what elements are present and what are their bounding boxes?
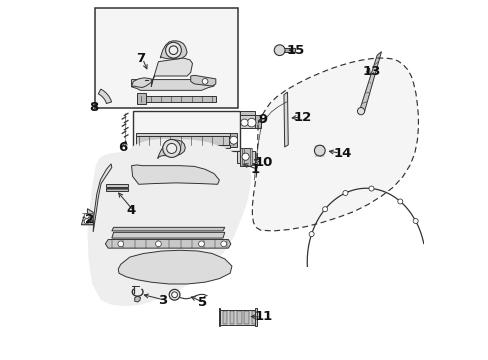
Polygon shape (105, 239, 230, 248)
Polygon shape (254, 309, 256, 326)
Polygon shape (190, 75, 215, 86)
Polygon shape (87, 139, 251, 306)
Circle shape (308, 231, 313, 237)
Circle shape (84, 213, 89, 219)
Text: 7: 7 (136, 52, 145, 65)
Polygon shape (112, 232, 224, 238)
Polygon shape (240, 116, 255, 129)
Polygon shape (284, 48, 294, 52)
Circle shape (166, 143, 176, 153)
Polygon shape (237, 311, 241, 324)
Polygon shape (98, 89, 111, 104)
Text: 12: 12 (293, 111, 312, 124)
Circle shape (247, 118, 255, 127)
Circle shape (171, 292, 177, 298)
Polygon shape (158, 140, 185, 158)
Circle shape (198, 241, 204, 247)
Circle shape (397, 199, 402, 204)
Circle shape (412, 219, 417, 224)
Polygon shape (252, 58, 418, 231)
Polygon shape (136, 133, 230, 135)
Circle shape (165, 42, 181, 58)
Polygon shape (112, 227, 224, 231)
Polygon shape (151, 58, 192, 87)
Polygon shape (136, 145, 230, 148)
Polygon shape (131, 80, 214, 90)
Circle shape (242, 153, 249, 160)
Polygon shape (137, 96, 215, 102)
Polygon shape (135, 296, 140, 302)
Circle shape (322, 207, 327, 212)
Polygon shape (93, 164, 112, 232)
Circle shape (155, 241, 161, 247)
Circle shape (229, 136, 237, 144)
Polygon shape (106, 188, 128, 192)
Polygon shape (137, 93, 145, 104)
Text: 10: 10 (254, 156, 272, 169)
Circle shape (202, 78, 207, 84)
Text: 1: 1 (250, 163, 260, 176)
Circle shape (169, 289, 180, 300)
Polygon shape (223, 311, 227, 324)
Circle shape (274, 45, 285, 55)
Circle shape (163, 139, 180, 157)
Polygon shape (81, 209, 93, 225)
Polygon shape (230, 311, 234, 324)
Polygon shape (229, 134, 237, 147)
Polygon shape (118, 250, 231, 284)
Polygon shape (218, 309, 220, 326)
Circle shape (314, 145, 325, 156)
Polygon shape (160, 41, 187, 59)
Circle shape (342, 190, 347, 195)
Polygon shape (131, 165, 219, 184)
Circle shape (118, 241, 123, 247)
Polygon shape (254, 116, 260, 129)
Text: 5: 5 (198, 296, 206, 309)
Polygon shape (249, 148, 252, 165)
Text: 6: 6 (118, 141, 127, 154)
Circle shape (84, 219, 89, 224)
FancyBboxPatch shape (132, 111, 240, 151)
Polygon shape (136, 135, 235, 145)
Polygon shape (251, 311, 255, 324)
Text: 2: 2 (85, 213, 94, 226)
Polygon shape (220, 310, 254, 325)
Text: 3: 3 (158, 294, 167, 307)
Polygon shape (244, 311, 248, 324)
Polygon shape (284, 92, 287, 147)
Text: 13: 13 (362, 65, 380, 78)
Polygon shape (236, 150, 254, 163)
Text: 8: 8 (89, 101, 99, 114)
Circle shape (221, 241, 226, 247)
Text: 15: 15 (286, 44, 305, 57)
Circle shape (368, 186, 373, 191)
FancyBboxPatch shape (94, 8, 238, 108)
Polygon shape (240, 111, 255, 116)
Polygon shape (131, 78, 151, 87)
Circle shape (169, 46, 178, 54)
Polygon shape (358, 51, 381, 114)
Polygon shape (106, 184, 128, 187)
Circle shape (357, 108, 364, 115)
Text: 11: 11 (254, 310, 272, 324)
Text: 9: 9 (258, 113, 267, 126)
Polygon shape (240, 148, 250, 166)
Circle shape (241, 119, 247, 126)
Text: 14: 14 (333, 147, 351, 159)
Text: 4: 4 (126, 204, 136, 217)
Polygon shape (241, 148, 244, 165)
